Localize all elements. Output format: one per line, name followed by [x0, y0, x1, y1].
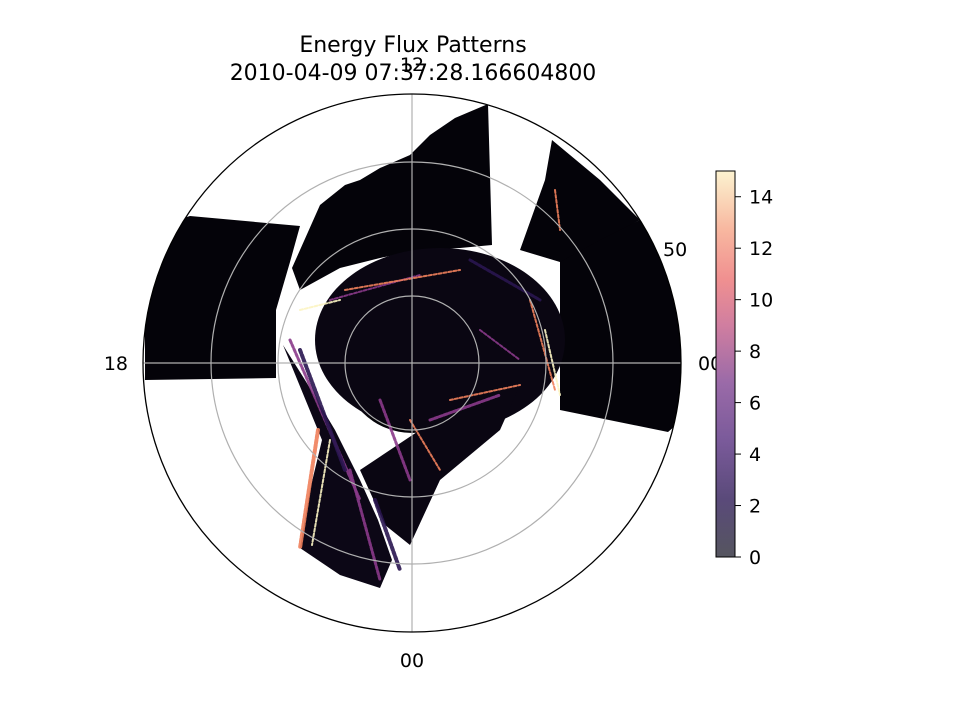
- colorbar-gradient: [715, 170, 736, 558]
- angular-tick-left: 18: [104, 353, 128, 375]
- colorbar-tick-label: 0: [749, 547, 761, 569]
- flux-streak: [373, 498, 402, 572]
- angular-tick-bottom: 00: [400, 650, 424, 672]
- flux-streak: [529, 299, 556, 391]
- chart-title: Energy Flux Patterns: [299, 33, 527, 58]
- flux-streak: [409, 419, 441, 471]
- flux-streak: [311, 439, 331, 546]
- chart-subtitle: 2010-04-09 07:37:28.166604800: [229, 61, 597, 86]
- flux-streak: [298, 428, 320, 550]
- flux-streak: [554, 189, 561, 231]
- flux-streak: [299, 299, 341, 311]
- colorbar-tick-label: 2: [749, 496, 761, 518]
- flux-streak: [449, 384, 521, 401]
- polar-grid: [142, 93, 682, 633]
- flux-streak: [468, 258, 542, 302]
- colorbar-tick-label: 8: [749, 341, 761, 363]
- angular-tick-top: 12: [400, 54, 424, 76]
- colorbar-tick-label: 10: [749, 290, 773, 312]
- colorbar-tick-label: 4: [749, 444, 761, 466]
- flux-streak: [428, 393, 502, 422]
- polar-frame: [142, 93, 682, 633]
- radial-tick-label: 50: [663, 239, 687, 261]
- flux-streak: [479, 329, 521, 361]
- colorbar-tick-label: 6: [749, 393, 761, 415]
- colorbar-tick-label: 14: [749, 187, 773, 209]
- flux-streak: [298, 348, 347, 472]
- flux-streak: [348, 468, 382, 582]
- colorbar: 0 2 4 6 8 10 12 14: [715, 170, 773, 569]
- flux-streak: [344, 269, 461, 291]
- flux-heatmap: [145, 104, 681, 588]
- flux-streak: [378, 398, 412, 482]
- colorbar-tick-label: 12: [749, 238, 773, 260]
